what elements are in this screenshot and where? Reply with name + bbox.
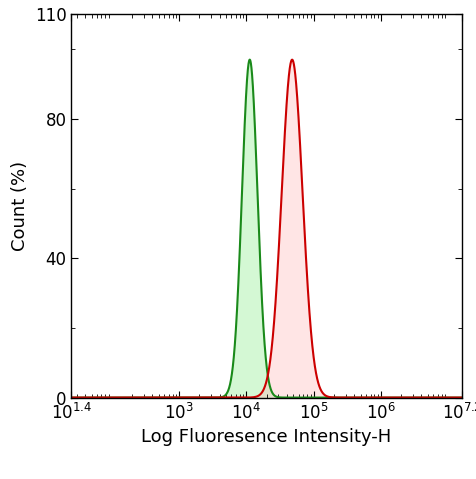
X-axis label: Log Fluoresence Intensity-H: Log Fluoresence Intensity-H [141, 428, 392, 446]
Y-axis label: Count (%): Count (%) [11, 161, 29, 251]
